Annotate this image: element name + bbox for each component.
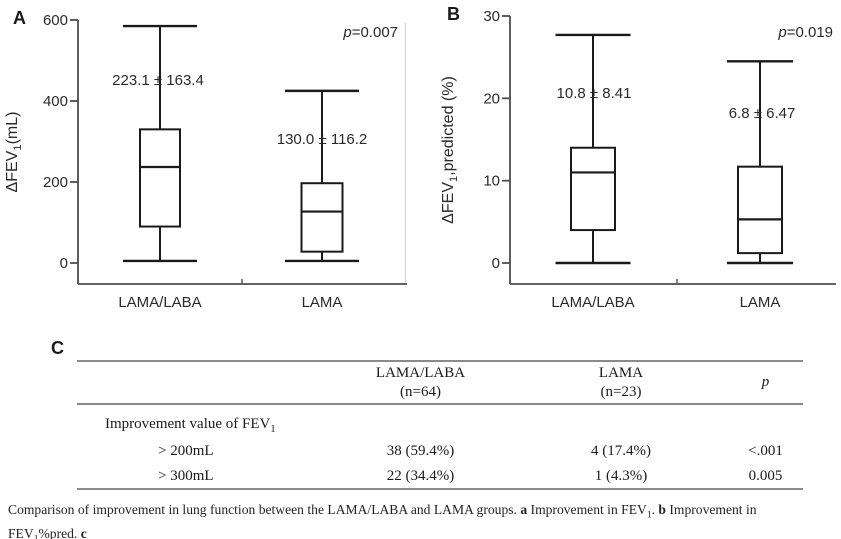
table-header-row: LAMA/LABA (n=64) LAMA (n=23) p [77,360,803,405]
cell-p: <.001 [748,443,783,459]
box-group-LAMA/LABA [123,24,197,263]
p-value-label: p=0.007 [342,24,398,41]
table-header-empty [77,360,327,405]
y-tick-label: 600 [43,12,68,29]
figure-caption: Comparison of improvement in lung functi… [8,502,757,539]
y-tick-label: 200 [43,174,68,191]
box-group-LAMA [727,60,793,265]
table-header-p: p [728,360,803,405]
table-row: > 300mL 22 (34.4%) 1 (4.3%) 0.005 [77,464,803,490]
y-axis-label: ΔFEV1(mL) [4,112,24,193]
table-header-lama: LAMA (n=23) [514,360,728,405]
row-label: > 300mL [77,464,327,490]
box-group-LAMA/LABA [555,33,631,265]
table-header-lama-laba: LAMA/LABA (n=64) [327,360,514,405]
cell-lama-laba: 22 (34.4%) [327,464,514,490]
y-tick-label: 0 [60,255,68,272]
panel-a-boxplot: 0 200 400 600 ΔFEV1(mL) p=0.007 223.1 ± 163.4 L… [4,12,407,311]
cell-lama-laba: 38 (59.4%) [386,443,455,459]
results-table: LAMA/LABA (n=64) LAMA (n=23) p Improveme… [77,360,803,490]
y-tick-label: 10 [483,173,500,190]
mean-sd-annotation: 130.0 ± 116.2 [277,131,368,148]
panel-a-label: A [13,8,26,28]
y-tick-label: 30 [483,8,500,25]
cell-p: 0.005 [728,464,803,490]
category-label: LAMA [740,294,781,311]
cell-lama: 1 (4.3%) [514,464,728,490]
row-label: > 200mL [158,443,214,459]
category-label: LAMA/LABA [118,294,201,311]
mean-sd-annotation: 10.8 ± 8.41 [557,85,632,102]
mean-sd-annotation: 6.8 ± 6.47 [729,105,796,122]
panel-b-label: B [447,4,460,24]
category-label: LAMA [302,294,343,311]
category-label: LAMA/LABA [551,294,634,311]
panel-c-label: C [51,338,64,358]
cell-lama: 4 (17.4%) [591,443,651,459]
mean-sd-annotation: 223.1 ± 163.4 [112,72,204,89]
table-section-row: Improvement value of FEV1 [77,404,803,439]
table-row: > 200mL 38 (59.4%) 4 (17.4%) <.001 [77,439,803,464]
y-tick-label: 20 [483,90,500,107]
y-tick-label: 0 [492,255,500,272]
y-axis-label: ΔFEV1,predicted (%) [440,76,460,224]
section-label: Improvement value of FEV1 [105,416,276,435]
box-group-LAMA [285,89,359,263]
p-value-label: p=0.019 [777,24,833,41]
panel-b-boxplot: 0 10 20 30 ΔFEV1,predicted (%) p=0.019 10.8 ± … [440,8,836,311]
y-tick-label: 400 [43,93,68,110]
